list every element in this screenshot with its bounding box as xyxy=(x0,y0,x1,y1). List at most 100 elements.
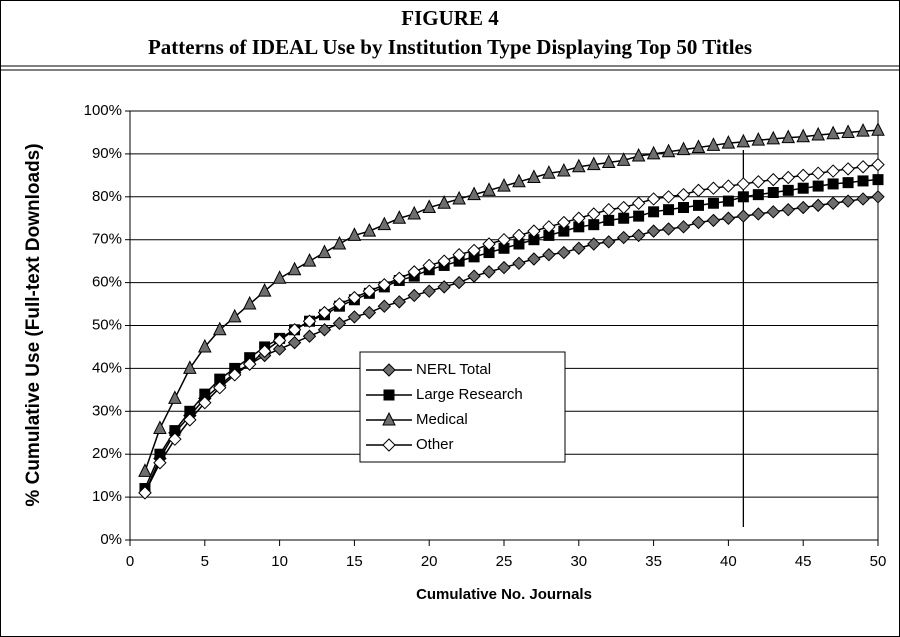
marker xyxy=(242,357,257,371)
legend-label: Medical xyxy=(416,411,468,428)
marker xyxy=(198,396,212,410)
marker xyxy=(347,310,362,324)
marker xyxy=(721,135,736,149)
marker xyxy=(661,143,676,158)
marker xyxy=(841,124,855,138)
marker xyxy=(153,420,167,434)
marker xyxy=(392,295,406,309)
marker xyxy=(512,256,526,271)
marker xyxy=(347,290,362,305)
marker xyxy=(422,199,437,214)
marker xyxy=(633,210,645,222)
marker xyxy=(706,213,721,228)
marker xyxy=(542,165,556,179)
marker xyxy=(467,186,481,201)
marker xyxy=(257,344,272,358)
marker xyxy=(631,196,646,210)
marker xyxy=(691,139,706,153)
marker xyxy=(272,342,287,356)
marker xyxy=(721,211,736,225)
marker xyxy=(616,230,631,245)
marker xyxy=(678,202,690,214)
marker xyxy=(691,183,706,198)
marker xyxy=(601,154,616,168)
y-tick-label: 30% xyxy=(92,402,122,419)
marker xyxy=(676,220,691,234)
marker xyxy=(377,299,392,313)
marker xyxy=(871,122,885,136)
marker xyxy=(706,137,721,151)
marker xyxy=(856,192,870,206)
marker xyxy=(767,187,779,199)
marker xyxy=(872,174,884,186)
marker xyxy=(183,413,197,427)
marker xyxy=(228,368,242,382)
marker xyxy=(587,237,601,251)
marker xyxy=(272,333,287,348)
y-tick-label: 20% xyxy=(92,445,122,462)
marker xyxy=(138,486,152,500)
marker xyxy=(663,204,675,216)
marker xyxy=(616,152,631,166)
x-tick-label: 35 xyxy=(645,553,662,570)
marker xyxy=(646,145,661,160)
x-tick-label: 25 xyxy=(496,553,513,570)
marker xyxy=(616,200,631,215)
marker xyxy=(826,196,840,210)
marker xyxy=(661,222,676,236)
x-tick-label: 0 xyxy=(126,553,134,570)
marker xyxy=(542,248,556,262)
marker xyxy=(826,164,840,178)
marker xyxy=(811,198,825,213)
legend-label: Large Research xyxy=(416,386,523,403)
marker xyxy=(382,363,396,377)
marker xyxy=(527,224,541,238)
marker xyxy=(287,323,302,337)
marker xyxy=(737,191,749,203)
marker xyxy=(242,295,257,310)
marker xyxy=(781,170,795,185)
legend: NERL Total Large Research Medical Other xyxy=(359,351,566,463)
y-tick-label: 100% xyxy=(84,102,122,119)
marker xyxy=(213,380,227,395)
x-tick-label: 10 xyxy=(271,553,288,570)
marker xyxy=(618,212,630,224)
marker xyxy=(168,432,182,446)
y-tick-label: 10% xyxy=(92,488,122,505)
marker xyxy=(572,211,586,225)
marker xyxy=(197,338,212,353)
marker xyxy=(736,177,751,191)
marker xyxy=(407,265,421,279)
marker xyxy=(586,156,601,171)
marker xyxy=(751,175,766,189)
marker xyxy=(347,227,362,241)
marker xyxy=(482,182,496,196)
marker xyxy=(302,253,317,267)
marker xyxy=(736,209,751,223)
marker xyxy=(692,199,704,211)
marker xyxy=(842,177,854,189)
marker xyxy=(382,438,396,452)
marker xyxy=(257,283,272,297)
marker xyxy=(302,314,317,328)
marker xyxy=(781,129,796,144)
x-tick-label: 15 xyxy=(346,553,363,570)
marker xyxy=(797,182,809,194)
marker xyxy=(871,157,885,172)
marker xyxy=(467,243,481,258)
marker xyxy=(392,271,406,286)
marker xyxy=(497,232,511,247)
marker xyxy=(781,202,795,217)
marker xyxy=(302,329,317,343)
marker xyxy=(183,360,197,374)
marker xyxy=(168,390,182,404)
marker xyxy=(287,335,302,350)
marker xyxy=(362,305,377,320)
marker xyxy=(796,200,810,215)
y-tick-label: 80% xyxy=(92,188,122,205)
marker xyxy=(482,237,496,251)
marker xyxy=(272,270,287,284)
marker xyxy=(437,254,451,268)
marker xyxy=(287,261,302,276)
